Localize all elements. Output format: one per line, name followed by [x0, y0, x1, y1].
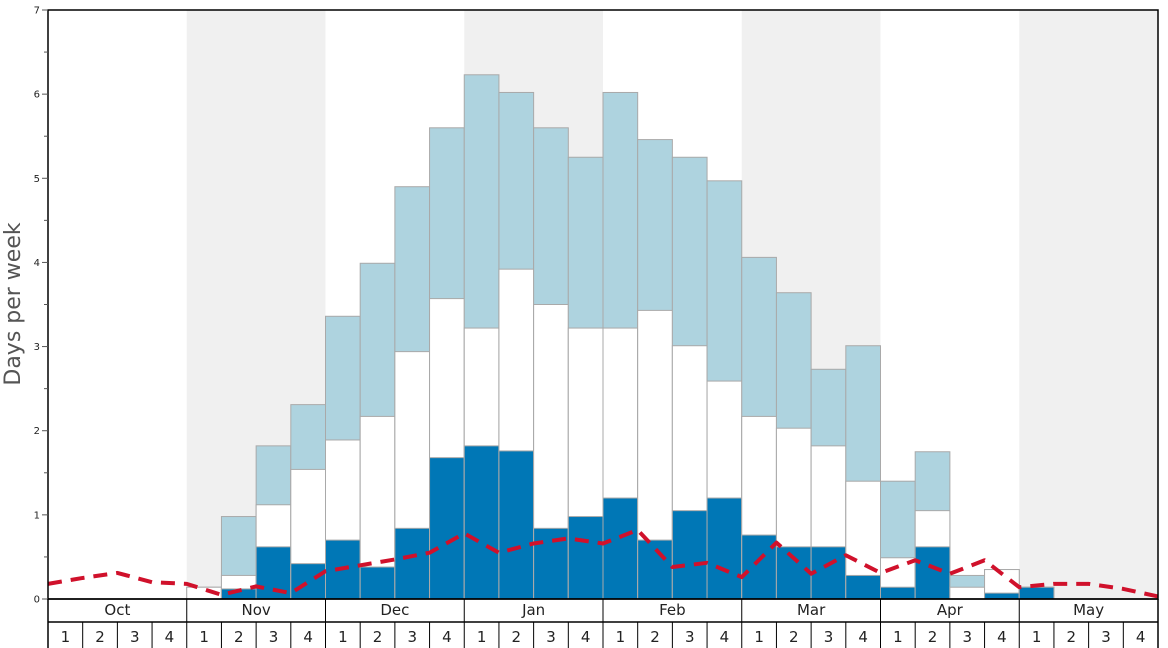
bar-dark [498, 450, 535, 600]
week-label: 2 [1067, 628, 1077, 646]
week-label: 4 [165, 628, 175, 646]
bar-dark [359, 566, 396, 600]
month-label: Dec [380, 601, 409, 619]
month-label: May [1073, 601, 1104, 619]
week-label: 1 [61, 628, 71, 646]
y-axis-label: Days per week [1, 222, 26, 385]
bars [186, 74, 1055, 600]
month-label: Apr [937, 601, 964, 619]
week-label: 1 [893, 628, 903, 646]
bar-dark [394, 527, 431, 600]
week-label: 4 [997, 628, 1007, 646]
bar-dark [984, 592, 1020, 600]
week-label: 4 [720, 628, 730, 646]
week-label: 1 [616, 628, 626, 646]
week-label: 4 [858, 628, 868, 646]
week-label: 2 [95, 628, 105, 646]
week-label: 2 [789, 628, 799, 646]
y-tick-label: 1 [34, 510, 40, 521]
month-label: Mar [797, 601, 826, 619]
bar-dark [602, 497, 639, 600]
week-label: 4 [442, 628, 452, 646]
bar-dark [290, 563, 326, 600]
bar-dark [741, 534, 777, 600]
bar-dark [671, 510, 708, 600]
bar-white [949, 586, 986, 600]
trend-line [47, 528, 1159, 599]
week-label: 1 [477, 628, 487, 646]
bar-dark [1018, 586, 1055, 600]
week-label: 1 [1032, 628, 1042, 646]
y-axis: 0 1 2 3 4 5 6 7 [34, 6, 48, 606]
week-label: 3 [407, 628, 417, 646]
y-tick-label: 3 [34, 342, 40, 353]
week-label: 3 [962, 628, 972, 646]
week-label: 1 [199, 628, 209, 646]
y-tick-label: 2 [34, 426, 40, 437]
week-label: 3 [546, 628, 556, 646]
month-label: Jan [521, 601, 545, 619]
bar-dark [463, 445, 500, 600]
week-label: 1 [338, 628, 348, 646]
y-tick-label: 7 [34, 6, 40, 17]
y-tick-label: 0 [34, 595, 40, 606]
week-label: 2 [650, 628, 660, 646]
bar-dark [880, 586, 916, 600]
week-label: 2 [373, 628, 383, 646]
y-tick-label: 5 [34, 174, 40, 185]
week-label: 3 [130, 628, 140, 646]
trend-line-path [47, 528, 1159, 599]
week-label: 3 [685, 628, 695, 646]
bar-dark [775, 546, 812, 600]
week-label: 2 [928, 628, 938, 646]
bar-dark [914, 546, 951, 600]
bar-dark [567, 516, 604, 600]
bar-dark [845, 574, 881, 600]
month-label: Oct [104, 601, 130, 619]
month-band [1019, 10, 1158, 599]
bar-dark [429, 457, 465, 600]
month-label: Nov [241, 601, 270, 619]
week-label: 4 [1136, 628, 1146, 646]
week-label: 1 [754, 628, 764, 646]
y-tick-label: 6 [34, 90, 40, 101]
bar-dark [637, 539, 673, 600]
week-label: 4 [581, 628, 591, 646]
x-axis: Oct Nov Dec Jan Feb Mar Apr May 1 2 3 4 1 2 3 4 1 2 3 4 1 2 3 4… [47, 598, 1159, 648]
month-label: Feb [659, 601, 686, 619]
week-label: 4 [303, 628, 313, 646]
bar-dark [706, 497, 743, 600]
week-label: 3 [824, 628, 834, 646]
week-label: 2 [234, 628, 244, 646]
week-label: 2 [512, 628, 522, 646]
week-label: 3 [269, 628, 279, 646]
week-label: 3 [1101, 628, 1111, 646]
y-tick-label: 4 [34, 258, 40, 269]
